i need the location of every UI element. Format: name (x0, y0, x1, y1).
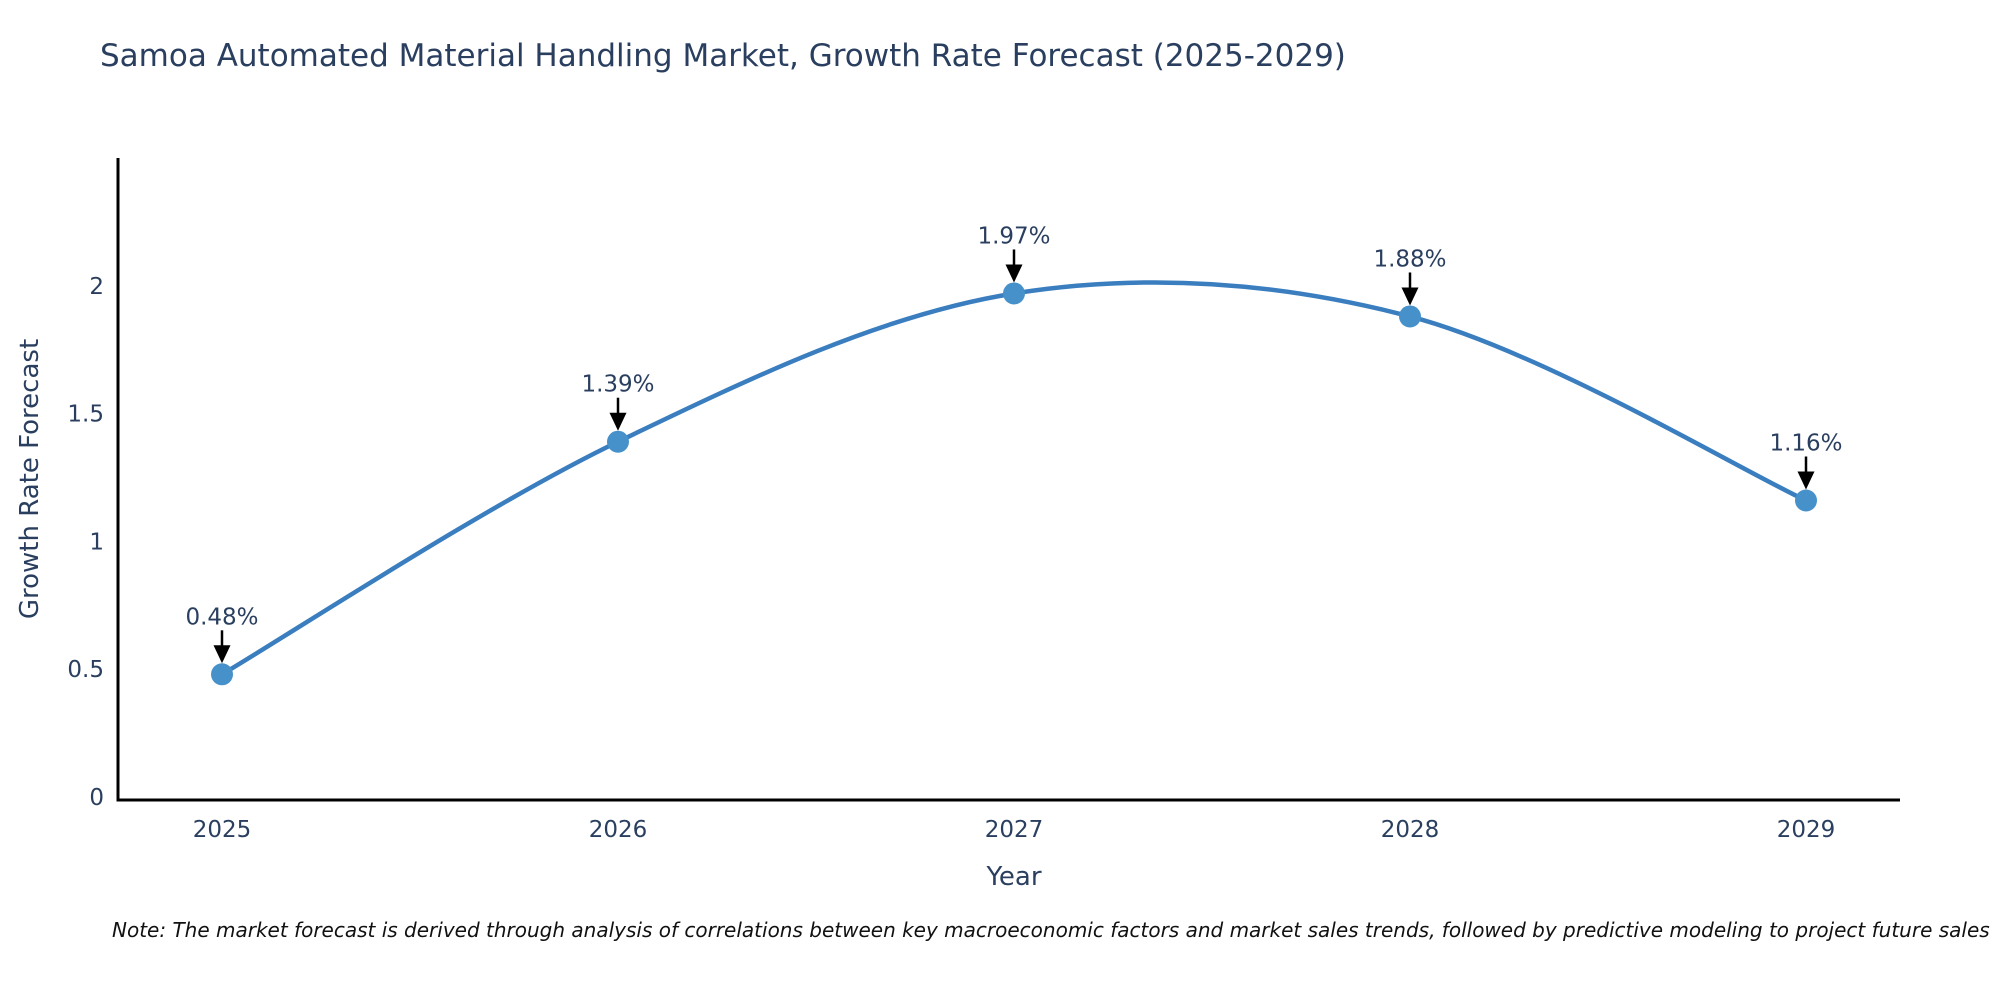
annotation-label: 0.48% (185, 604, 258, 630)
annotation-arrowhead-icon (1005, 264, 1023, 283)
y-axis-title: Growth Rate Forecast (15, 338, 45, 620)
forecast-line (219, 280, 1809, 677)
x-axis-title: Year (986, 862, 1042, 892)
y-tick-label: 1 (89, 529, 104, 555)
annotation-arrowhead-icon (1797, 471, 1815, 490)
annotation-label: 1.88% (1373, 246, 1446, 272)
x-tick-label: 2026 (589, 817, 648, 843)
data-point-marker[interactable] (211, 663, 233, 686)
footnote: Note: The market forecast is derived thr… (112, 918, 1990, 942)
x-tick-label: 2029 (1777, 817, 1836, 843)
data-point-marker[interactable] (1795, 489, 1817, 512)
x-tick-label: 2027 (985, 817, 1044, 843)
data-point-marker[interactable] (1399, 305, 1421, 328)
data-point-marker[interactable] (607, 430, 629, 453)
x-tick-label: 2025 (193, 817, 252, 843)
y-tick-label: 2 (89, 274, 104, 300)
y-tick-label: 0.5 (67, 657, 104, 683)
annotation-label: 1.16% (1769, 431, 1842, 457)
annotation-label: 1.97% (977, 223, 1050, 249)
annotation-arrowhead-icon (213, 645, 231, 664)
y-tick-label: 0 (89, 785, 104, 811)
y-tick-label: 1.5 (67, 402, 104, 428)
chart-title: Samoa Automated Material Handling Market… (100, 38, 1346, 74)
annotation-arrowhead-icon (1401, 287, 1419, 306)
data-point-marker[interactable] (1003, 282, 1025, 305)
annotation-label: 1.39% (581, 372, 654, 398)
annotation-arrowhead-icon (609, 412, 627, 431)
x-tick-label: 2028 (1381, 817, 1440, 843)
